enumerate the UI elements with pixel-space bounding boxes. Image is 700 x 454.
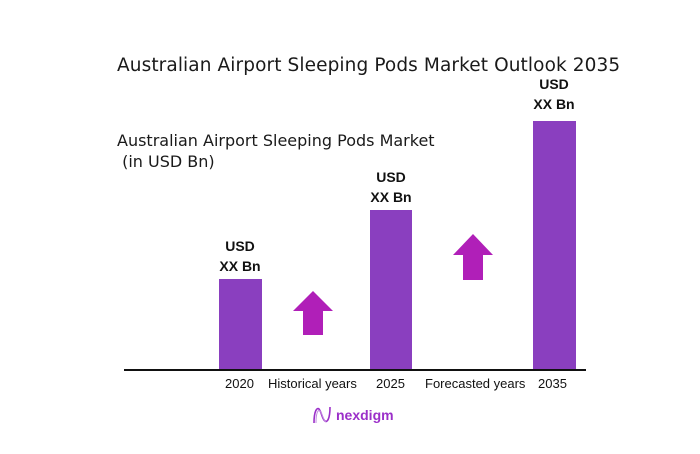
annotation-historical-years: Historical years xyxy=(268,376,357,391)
nexdigm-logo: nexdigm xyxy=(312,405,394,425)
up-arrow-icon xyxy=(453,234,493,280)
subtitle-line-1: Australian Airport Sleeping Pods Market xyxy=(117,131,435,150)
chart-subtitle: Australian Airport Sleeping Pods Market … xyxy=(117,130,435,172)
nexdigm-logo-icon xyxy=(313,406,331,424)
annotation-forecasted-years: Forecasted years xyxy=(425,376,526,391)
x-axis-line xyxy=(124,369,586,371)
x-tick-2035: 2035 xyxy=(538,376,567,391)
x-tick-2020: 2020 xyxy=(225,376,254,391)
x-tick-2025: 2025 xyxy=(376,376,405,391)
bar-value-label-2035: USD XX Bn xyxy=(533,76,575,112)
chart-title: Australian Airport Sleeping Pods Market … xyxy=(117,55,621,76)
logo-text: nexdigm xyxy=(336,407,394,423)
bar-value-label-2025: USD XX Bn xyxy=(370,169,412,205)
bar-value-label-2020: USD XX Bn xyxy=(219,238,261,274)
up-arrow-icon xyxy=(293,291,333,335)
subtitle-line-2: (in USD Bn) xyxy=(117,152,215,171)
bar-2020 xyxy=(219,279,262,370)
bar-2035 xyxy=(533,121,576,370)
bar-2025 xyxy=(370,210,412,370)
